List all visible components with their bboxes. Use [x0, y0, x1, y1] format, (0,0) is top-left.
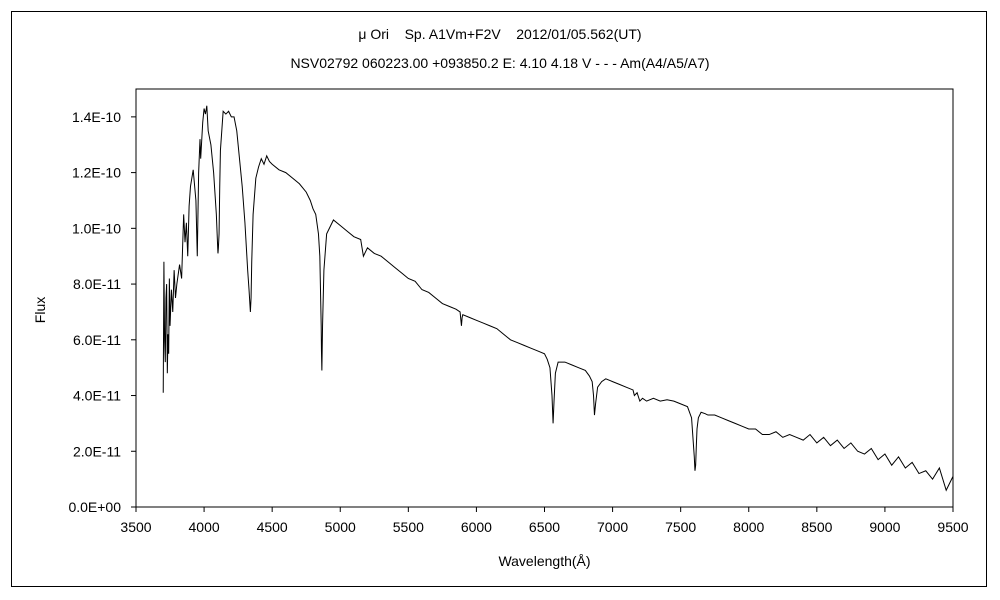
- x-tick-label: 9500: [937, 519, 968, 535]
- plot-area: [135, 88, 954, 508]
- y-axis-title: Flux: [32, 297, 48, 323]
- chart-title-line-2: NSV02792 060223.00 +093850.2 E: 4.10 4.1…: [290, 55, 710, 71]
- x-tick-label: 8500: [801, 519, 832, 535]
- x-tick-label: 7000: [597, 519, 628, 535]
- x-tick-label: 8000: [733, 519, 764, 535]
- x-tick-label: 3500: [120, 519, 151, 535]
- chart-title-line-1: μ Ori Sp. A1Vm+F2V 2012/01/05.562(UT): [358, 26, 642, 42]
- y-tick-label: 0.0E+00: [68, 499, 121, 515]
- y-tick-label: 1.2E-10: [72, 165, 121, 181]
- x-tick-label: 5500: [393, 519, 424, 535]
- x-tick-label: 4000: [189, 519, 220, 535]
- x-tick-label: 6000: [461, 519, 492, 535]
- y-tick-label: 8.0E-11: [73, 276, 121, 292]
- y-tick-label: 2.0E-11: [73, 443, 121, 459]
- x-axis-title: Wavelength(Å): [498, 553, 590, 569]
- spectrum-line: [162, 105, 954, 492]
- y-tick-label: 6.0E-11: [73, 332, 121, 348]
- x-tick-label: 9000: [869, 519, 900, 535]
- x-tick-label: 4500: [257, 519, 288, 535]
- y-tick-label: 1.4E-10: [72, 109, 121, 125]
- chart-frame: [11, 11, 987, 587]
- y-tick-label: 4.0E-11: [73, 388, 121, 404]
- x-tick-label: 5000: [325, 519, 356, 535]
- y-tick-label: 1.0E-10: [72, 220, 121, 236]
- x-tick-label: 7500: [665, 519, 696, 535]
- x-tick-label: 6500: [529, 519, 560, 535]
